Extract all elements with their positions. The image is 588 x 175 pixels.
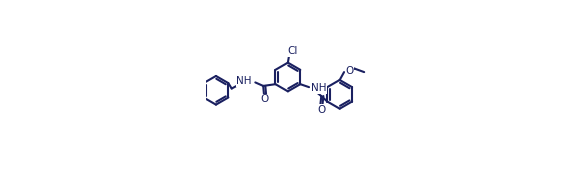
Text: O: O bbox=[261, 94, 269, 104]
Text: NH: NH bbox=[236, 76, 252, 86]
Text: NH: NH bbox=[311, 83, 326, 93]
Text: O: O bbox=[317, 104, 325, 115]
Text: Cl: Cl bbox=[288, 46, 298, 56]
Text: O: O bbox=[345, 66, 353, 76]
